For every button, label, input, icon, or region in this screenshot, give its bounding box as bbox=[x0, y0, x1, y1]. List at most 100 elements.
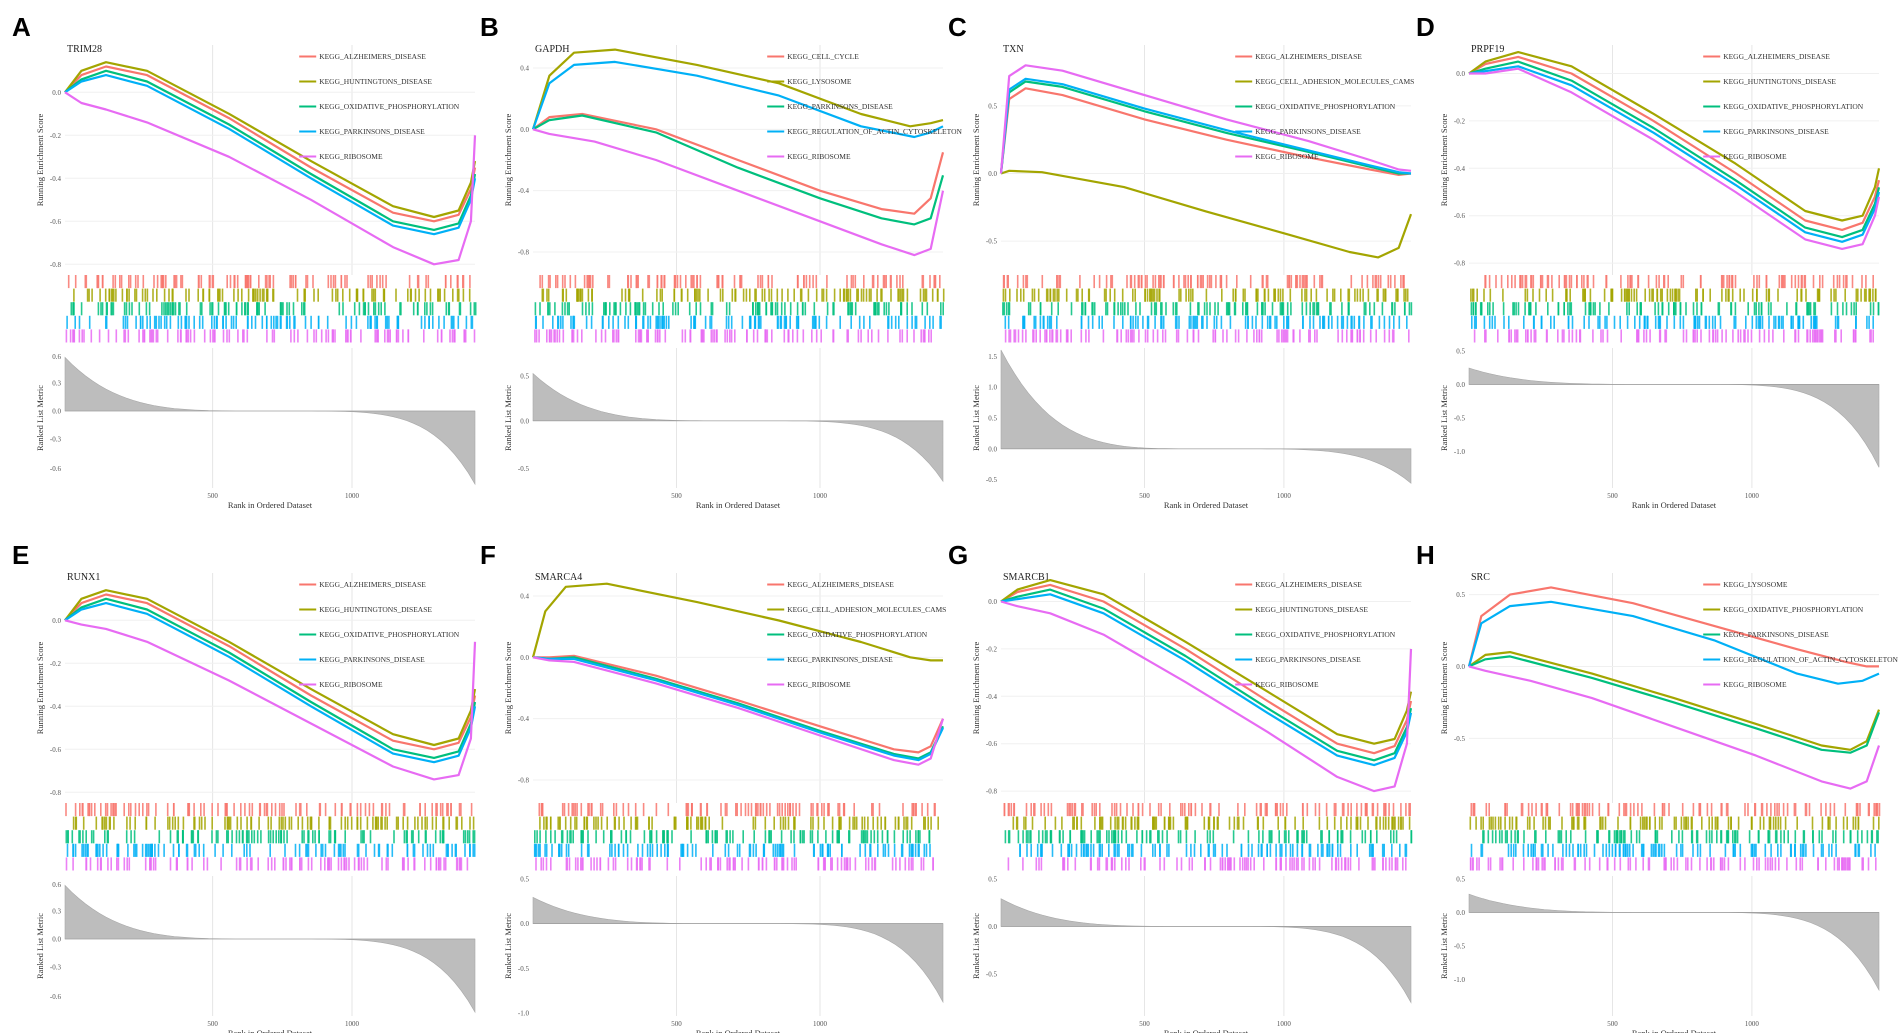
hit-mark bbox=[1403, 275, 1405, 289]
hit-mark bbox=[554, 302, 556, 316]
hit-mark bbox=[876, 830, 879, 844]
hit-mark bbox=[1511, 816, 1514, 830]
hit-mark bbox=[402, 329, 404, 343]
hit-mark bbox=[1068, 803, 1070, 817]
hit-mark bbox=[1657, 843, 1660, 857]
hit-mark bbox=[389, 329, 391, 343]
hit-mark bbox=[104, 803, 107, 817]
hit-mark bbox=[795, 803, 797, 817]
hit-mark bbox=[1606, 857, 1608, 871]
hit-mark bbox=[1282, 803, 1284, 817]
hit-mark bbox=[1008, 830, 1011, 844]
hit-mark bbox=[296, 288, 299, 302]
hit-mark bbox=[736, 803, 738, 817]
hit-mark bbox=[1546, 329, 1548, 343]
hit-mark bbox=[294, 275, 297, 289]
hit-mark bbox=[1317, 843, 1319, 857]
es-series-line bbox=[1468, 665, 1881, 790]
hit-mark bbox=[1751, 816, 1753, 830]
hit-mark bbox=[1369, 830, 1372, 844]
hit-mark bbox=[1723, 857, 1726, 871]
hit-mark bbox=[1168, 816, 1170, 830]
hit-mark bbox=[1002, 288, 1005, 302]
hit-mark bbox=[1747, 329, 1749, 343]
hit-mark bbox=[934, 275, 937, 289]
hit-mark bbox=[569, 830, 571, 844]
hit-mark bbox=[1641, 803, 1643, 817]
hit-mark bbox=[146, 288, 149, 302]
hit-mark bbox=[249, 843, 251, 857]
hit-mark bbox=[1532, 857, 1534, 871]
hit-mark bbox=[416, 275, 419, 289]
hit-mark bbox=[280, 302, 283, 316]
hit-mark bbox=[1619, 830, 1621, 844]
hit-mark bbox=[472, 843, 474, 857]
hit-mark bbox=[682, 843, 684, 857]
hit-mark bbox=[373, 843, 376, 857]
hit-mark bbox=[1655, 275, 1658, 289]
hit-mark bbox=[1767, 830, 1770, 844]
hit-mark bbox=[224, 816, 226, 830]
hit-mark bbox=[924, 315, 926, 329]
hit-mark bbox=[106, 803, 109, 817]
hit-mark bbox=[150, 843, 152, 857]
hit-mark bbox=[1342, 315, 1345, 329]
hit-mark bbox=[1166, 843, 1168, 857]
hit-mark bbox=[782, 843, 785, 857]
hit-mark bbox=[1692, 803, 1695, 817]
hit-mark bbox=[721, 816, 724, 830]
hit-mark bbox=[144, 857, 147, 871]
hit-mark bbox=[915, 315, 918, 329]
hit-mark bbox=[546, 288, 548, 302]
hit-mark bbox=[130, 803, 132, 817]
hit-mark bbox=[1145, 830, 1148, 844]
hit-mark bbox=[1488, 816, 1491, 830]
hit-mark bbox=[710, 329, 713, 343]
hit-mark bbox=[288, 302, 291, 316]
es-axis-title: Running Enrichment Score bbox=[971, 642, 981, 735]
hit-mark bbox=[226, 275, 228, 289]
hit-mark bbox=[876, 288, 878, 302]
hit-mark bbox=[1257, 816, 1259, 830]
hit-mark bbox=[155, 803, 157, 817]
hit-mark bbox=[1545, 288, 1547, 302]
metric-tick-label: -0.5 bbox=[1454, 943, 1466, 951]
hit-mark bbox=[123, 302, 126, 316]
hit-mark bbox=[1160, 275, 1162, 289]
hit-mark bbox=[535, 843, 538, 857]
legend-entry: KEGG_RIBOSOME bbox=[787, 680, 851, 689]
hit-mark bbox=[1397, 816, 1400, 830]
hit-mark bbox=[1494, 315, 1496, 329]
hit-mark bbox=[1571, 329, 1574, 343]
hit-mark bbox=[685, 275, 687, 289]
hit-mark bbox=[242, 329, 244, 343]
hit-mark bbox=[787, 816, 790, 830]
hit-mark bbox=[1647, 857, 1650, 871]
hit-mark bbox=[1659, 329, 1662, 343]
hit-mark bbox=[1156, 329, 1159, 343]
hit-mark bbox=[822, 843, 824, 857]
hit-mark bbox=[1626, 302, 1628, 316]
hit-mark bbox=[902, 288, 905, 302]
hit-mark bbox=[565, 857, 568, 871]
hit-mark bbox=[1652, 288, 1654, 302]
hit-mark bbox=[1735, 830, 1737, 844]
hit-mark bbox=[795, 315, 798, 329]
hit-mark bbox=[1628, 288, 1630, 302]
hit-mark bbox=[1214, 843, 1217, 857]
hit-mark bbox=[810, 803, 812, 817]
hit-mark bbox=[1006, 275, 1009, 289]
hit-mark bbox=[862, 830, 864, 844]
hit-mark bbox=[752, 843, 755, 857]
hit-mark bbox=[387, 843, 389, 857]
hit-mark bbox=[275, 830, 277, 844]
hit-mark bbox=[693, 275, 695, 289]
hit-mark bbox=[745, 288, 748, 302]
hit-mark bbox=[540, 857, 542, 871]
hit-mark bbox=[1261, 315, 1264, 329]
hit-mark bbox=[558, 843, 560, 857]
hit-mark bbox=[397, 816, 399, 830]
hit-mark bbox=[340, 803, 343, 817]
hit-mark bbox=[1137, 315, 1139, 329]
hit-mark bbox=[1320, 830, 1322, 844]
